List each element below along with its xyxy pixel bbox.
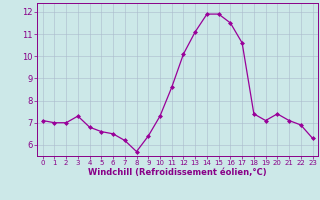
X-axis label: Windchill (Refroidissement éolien,°C): Windchill (Refroidissement éolien,°C) bbox=[88, 168, 267, 177]
